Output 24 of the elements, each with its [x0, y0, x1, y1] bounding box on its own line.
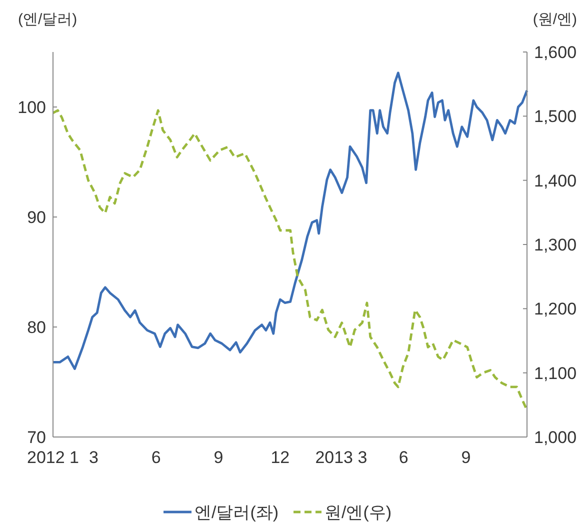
y2-tick-label: 1,000: [534, 428, 577, 447]
y2-tick-label: 1,400: [534, 171, 577, 190]
x-tick-label: 6: [398, 448, 408, 467]
y2-tick-label: 1,100: [534, 364, 577, 383]
y2-axis-title: (원/엔): [532, 11, 577, 28]
legend-label: 원/엔(우): [324, 502, 392, 522]
y2-tick-label: 1,600: [534, 42, 577, 62]
y-tick-label: 90: [27, 208, 46, 227]
line-series: [52, 72, 528, 370]
x-tick-label: 6: [151, 448, 161, 467]
y2-tick-label: 1,200: [534, 300, 577, 319]
y-tick-label: 80: [27, 318, 46, 337]
x-tick-label: 2013 3: [315, 448, 368, 467]
x-tick-label: 12: [270, 448, 290, 467]
x-tick-label: 3: [88, 448, 98, 467]
y-tick-label: 70: [27, 428, 46, 447]
y-axis-title: (엔/달러): [18, 11, 78, 28]
y-tick-label: 100: [18, 98, 46, 117]
x-tick-label: 2012 1: [27, 448, 79, 467]
y2-tick-label: 1,500: [534, 107, 577, 126]
legend-label: 엔/달러(좌): [194, 502, 279, 522]
y2-tick-label: 1,300: [534, 235, 577, 254]
x-tick-label: 9: [214, 448, 224, 467]
x-tick-label: 9: [461, 448, 471, 467]
